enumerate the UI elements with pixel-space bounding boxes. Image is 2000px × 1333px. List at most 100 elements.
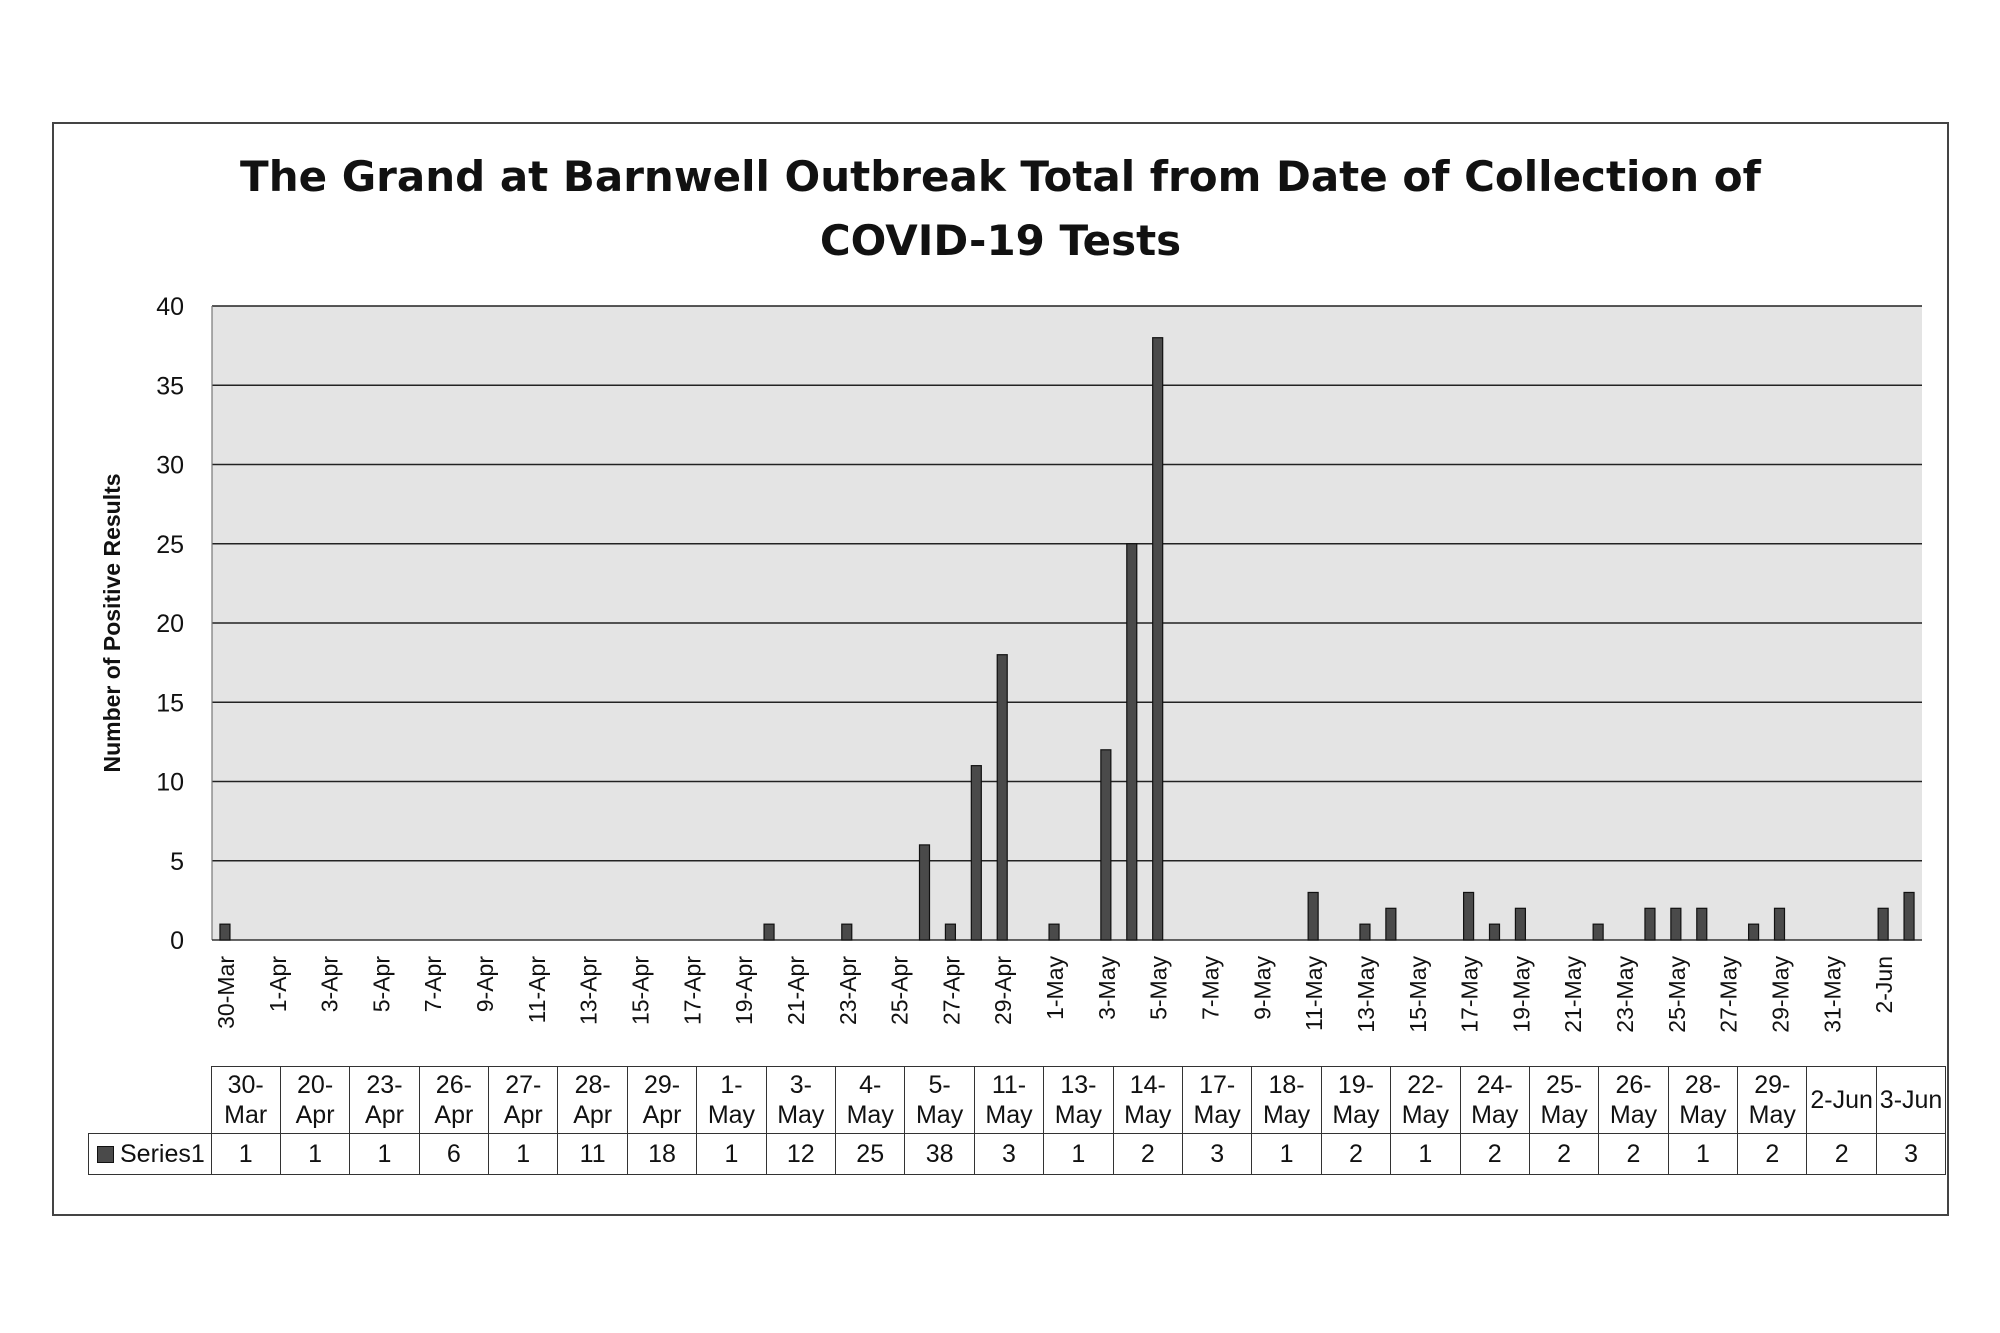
y-tick-label: 25 bbox=[156, 531, 184, 559]
table-header-text: 26- bbox=[1615, 1071, 1652, 1099]
x-tick-label: 17-Apr bbox=[679, 956, 705, 1025]
table-header-text: 3-Jun bbox=[1879, 1086, 1943, 1114]
bar bbox=[1359, 923, 1371, 941]
table-value-cell: 25 bbox=[835, 1133, 906, 1175]
x-tick-label: 21-Apr bbox=[783, 956, 809, 1025]
bar bbox=[1462, 891, 1475, 941]
x-tick-label: 15-May bbox=[1405, 956, 1431, 1033]
table-header-cell: 26- May bbox=[1598, 1066, 1669, 1134]
y-tick-label: 0 bbox=[170, 927, 184, 955]
table-header-text: 19- bbox=[1337, 1071, 1375, 1099]
x-tick-label: 23-May bbox=[1612, 956, 1638, 1033]
x-tick-label: 29-Apr bbox=[990, 956, 1016, 1025]
x-tick-label: 3-May bbox=[1094, 956, 1120, 1020]
bar bbox=[841, 923, 853, 941]
table-header-cell: 14- May bbox=[1112, 1066, 1183, 1134]
table-header-cell: 29- Apr bbox=[626, 1066, 698, 1134]
table-header-text: May bbox=[1540, 1101, 1588, 1129]
table-header-text: 17- bbox=[1199, 1071, 1236, 1099]
table-header-text: 26- bbox=[435, 1071, 472, 1099]
table-header-cell: 30- Mar bbox=[210, 1066, 281, 1134]
table-header-text: May bbox=[985, 1101, 1033, 1129]
table-value-cell: 2 bbox=[1737, 1133, 1808, 1175]
x-tick-label: 9-May bbox=[1249, 956, 1275, 1020]
table-header-cell: 13- May bbox=[1043, 1066, 1114, 1134]
table-header-text: Mar bbox=[224, 1101, 268, 1129]
x-tick-label: 29-May bbox=[1768, 956, 1794, 1033]
x-tick-label: 17-May bbox=[1457, 956, 1483, 1033]
x-tick-label: 25-May bbox=[1664, 956, 1690, 1033]
x-tick-label: 25-Apr bbox=[887, 956, 913, 1025]
table-header-text: May bbox=[846, 1101, 894, 1129]
x-tick-label: 5-Apr bbox=[368, 956, 394, 1013]
table-header-cell: 23- Apr bbox=[349, 1066, 420, 1134]
x-tick-label: 11-May bbox=[1301, 956, 1327, 1031]
table-header-text: 24- bbox=[1476, 1071, 1513, 1099]
table-header-text: 23- bbox=[366, 1071, 403, 1099]
y-tick-label: 10 bbox=[156, 769, 184, 797]
legend-entry: Series1 bbox=[88, 1133, 212, 1175]
x-tick-label: 13-Apr bbox=[576, 956, 602, 1025]
table-header-cell: 25- May bbox=[1528, 1066, 1600, 1134]
table-value-cell: 11 bbox=[557, 1133, 628, 1175]
y-tick-label: 35 bbox=[156, 372, 184, 400]
x-tick-label: 23-Apr bbox=[835, 956, 861, 1025]
bar bbox=[1048, 923, 1060, 941]
bar bbox=[970, 765, 982, 941]
x-tick-label: 30-Mar bbox=[213, 956, 239, 1029]
table-header-text: 11- bbox=[991, 1071, 1027, 1099]
table-value-cell: 2 bbox=[1598, 1133, 1669, 1175]
table-header-text: Apr bbox=[295, 1101, 335, 1129]
table-value-cell: 2 bbox=[1320, 1133, 1392, 1175]
table-header-cell: 27- Apr bbox=[488, 1066, 559, 1134]
table-value-cell: 1 bbox=[349, 1133, 420, 1175]
bar bbox=[763, 923, 775, 941]
table-header-text: 14- bbox=[1129, 1071, 1166, 1099]
table-value-cell: 2 bbox=[1528, 1133, 1600, 1175]
bar bbox=[1126, 543, 1138, 941]
bar bbox=[918, 844, 931, 941]
bar bbox=[1773, 907, 1786, 941]
table-header-cell: 28- Apr bbox=[557, 1066, 628, 1134]
table-value-cell: 6 bbox=[418, 1133, 490, 1175]
table-header-text: May bbox=[1262, 1101, 1311, 1129]
table-header-text: 13- bbox=[1060, 1071, 1097, 1099]
table-header-text: May bbox=[1748, 1101, 1796, 1129]
table-header-cell: 1- May bbox=[696, 1066, 767, 1134]
y-tick-label: 15 bbox=[156, 689, 184, 717]
table-header-text: 2-Jun bbox=[1810, 1086, 1873, 1114]
x-tick-label: 21-May bbox=[1560, 956, 1586, 1033]
table-header-text: 25- bbox=[1546, 1071, 1583, 1099]
table-header-text: May bbox=[1332, 1101, 1380, 1129]
table-value-cell: 1 bbox=[210, 1133, 281, 1175]
bar bbox=[1488, 923, 1501, 941]
bar bbox=[1644, 907, 1656, 941]
table-header-text: 30- bbox=[227, 1071, 264, 1099]
table-header-text: May bbox=[1193, 1101, 1241, 1129]
table-value-cell: 1 bbox=[488, 1133, 559, 1175]
bar bbox=[1747, 923, 1760, 941]
table-value-cell: 2 bbox=[1112, 1133, 1183, 1175]
x-tick-label: 31-May bbox=[1819, 956, 1845, 1033]
table-header-cell: 5- May bbox=[904, 1066, 975, 1134]
table-value-cell: 2 bbox=[1459, 1133, 1530, 1175]
bar bbox=[1514, 907, 1527, 941]
x-tick-label: 15-Apr bbox=[628, 956, 654, 1025]
table-header-text: May bbox=[1124, 1101, 1172, 1129]
table-header-cell: 18- May bbox=[1251, 1066, 1322, 1134]
table-header-text: 27- bbox=[505, 1071, 542, 1099]
table-value-cell: 12 bbox=[765, 1133, 837, 1175]
table-header-text: Apr bbox=[365, 1101, 404, 1129]
table-header-cell: 11- May bbox=[973, 1066, 1045, 1134]
table-header-text: May bbox=[1471, 1101, 1519, 1129]
bar bbox=[1307, 891, 1319, 941]
x-tick-label: 7-May bbox=[1198, 956, 1224, 1020]
table-value-cell: 1 bbox=[279, 1133, 351, 1175]
x-tick-label: 5-May bbox=[1146, 956, 1172, 1020]
legend-swatch bbox=[97, 1145, 114, 1163]
table-value-cell: 1 bbox=[1390, 1133, 1461, 1175]
x-tick-label: 1-May bbox=[1042, 956, 1068, 1020]
table-value-cell: 3 bbox=[1875, 1133, 1947, 1175]
table-value-cell: 1 bbox=[696, 1133, 767, 1175]
